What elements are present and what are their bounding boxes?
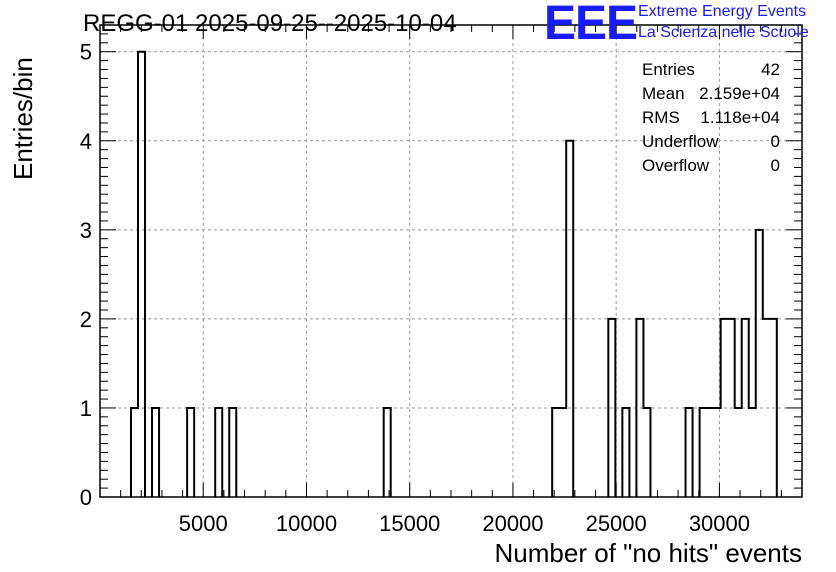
histogram-bar <box>187 408 194 497</box>
histogram-bar <box>622 408 629 497</box>
histogram-bar <box>608 319 615 497</box>
histogram-bar <box>700 408 707 497</box>
stat-row-entries: Entries 42 <box>642 60 780 84</box>
histogram-bar <box>131 408 138 497</box>
histogram-bar <box>152 408 159 497</box>
x-tick-label: 25000 <box>586 511 647 536</box>
stat-value: 2.159e+04 <box>699 84 780 103</box>
stat-row-underflow: Underflow 0 <box>642 132 780 156</box>
stat-value: 1.118e+04 <box>700 108 780 127</box>
stat-label: Underflow <box>642 132 719 151</box>
stat-row-overflow: Overflow 0 <box>642 156 780 180</box>
histogram-bar <box>763 319 770 497</box>
eee-logo: EEE <box>544 0 638 50</box>
stat-label: Entries <box>642 60 695 79</box>
y-tick-label: 5 <box>80 40 92 65</box>
logo-caption-line2: La Scienza nelle Scuole <box>638 24 809 41</box>
chart-title: REGG-01 2025-09-25--2025-10-04 <box>83 10 457 37</box>
histogram-bar <box>728 319 735 497</box>
histogram-bar <box>643 408 650 497</box>
stat-value: 42 <box>761 60 780 79</box>
stat-label: Overflow <box>642 156 710 175</box>
histogram-bar <box>770 319 777 497</box>
y-tick-label: 3 <box>80 218 92 243</box>
y-tick-label: 0 <box>80 485 92 510</box>
histogram-bar <box>229 408 236 497</box>
histogram-bar <box>552 408 559 497</box>
x-axis-label: Number of "no hits" events <box>494 538 803 568</box>
histogram-bar <box>707 408 714 497</box>
stat-label: RMS <box>642 108 680 127</box>
histogram-bar <box>686 408 693 497</box>
x-tick-label: 10000 <box>276 511 337 536</box>
histogram-bar <box>215 408 222 497</box>
y-tick-label: 2 <box>80 307 92 332</box>
histogram-bar <box>384 408 391 497</box>
histogram-bar <box>138 52 145 497</box>
histogram-bar <box>636 319 643 497</box>
stat-row-mean: Mean 2.159e+04 <box>642 84 780 108</box>
y-axis-label: Entries/bin <box>8 57 38 180</box>
x-tick-label: 5000 <box>179 511 228 536</box>
histogram-outline <box>129 50 778 497</box>
histogram-bar <box>742 319 749 497</box>
stat-row-rms: RMS 1.118e+04 <box>642 108 780 132</box>
histogram-bar <box>756 230 763 497</box>
histogram-bar <box>559 408 566 497</box>
stat-value: 0 <box>770 132 780 151</box>
histogram-bar <box>735 408 742 497</box>
x-tick-label: 30000 <box>689 511 750 536</box>
x-tick-label: 20000 <box>482 511 543 536</box>
logo-caption-line1: Extreme Energy Events <box>638 3 807 20</box>
y-tick-label: 1 <box>80 396 92 421</box>
stat-value: 0 <box>770 156 780 175</box>
stat-label: Mean <box>642 84 685 103</box>
stats-box: Entries 42 Mean 2.159e+04 RMS 1.118e+04 … <box>642 60 780 180</box>
histogram-bar <box>721 319 728 497</box>
x-tick-label: 15000 <box>379 511 440 536</box>
histogram-bar <box>749 408 756 497</box>
y-tick-label: 4 <box>80 129 92 154</box>
histogram-bar <box>566 141 573 497</box>
